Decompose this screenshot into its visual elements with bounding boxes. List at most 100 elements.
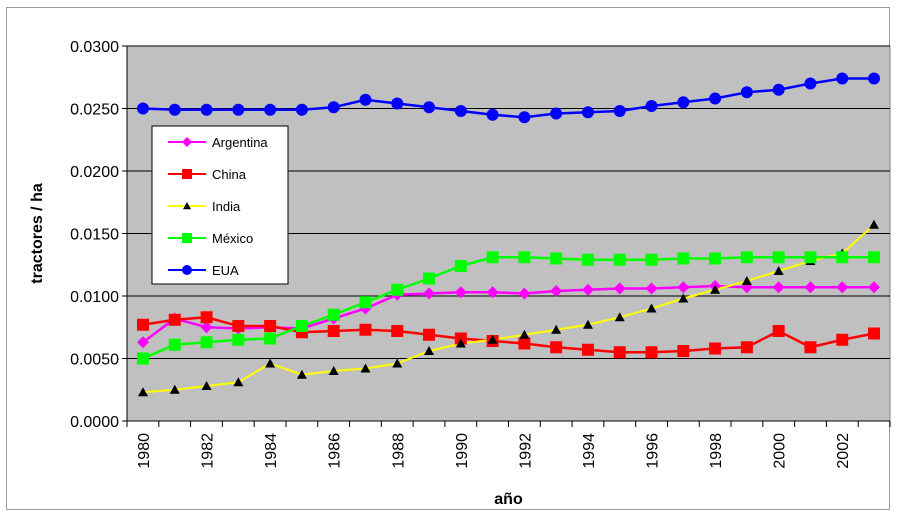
data-point [550,341,563,354]
legend-label: Argentina [212,135,268,150]
data-point [645,282,658,295]
data-point [391,283,404,296]
data-point [201,381,212,390]
data-point [182,169,192,179]
data-point [613,105,626,117]
data-point [327,101,340,114]
y-tick-label: 0.0050 [70,352,119,369]
y-tick-label: 0.0200 [70,164,119,181]
data-point [168,338,181,351]
data-point [613,253,626,266]
data-point [519,329,530,339]
data-point [836,72,849,85]
data-point [645,346,658,359]
data-point [359,93,372,106]
data-point [613,282,626,295]
x-axis-title: año [494,491,523,508]
data-point [486,251,499,264]
data-point [678,293,689,303]
x-tick-label: 1998 [708,433,725,469]
data-point [581,283,594,296]
data-point [454,286,467,299]
data-point [360,363,371,373]
data-point [232,320,245,332]
data-point [868,72,880,85]
data-point [327,325,340,337]
data-point [455,338,466,348]
data-point [868,281,880,294]
legend-label: India [212,199,241,214]
data-point [741,276,752,285]
x-tick-labels: 1980 1982 1984 1986 1988 1990 1992 1994 1996 1998… [136,433,852,469]
data-point [423,287,436,300]
data-point [487,334,498,344]
data-point [551,324,562,334]
data-point [518,287,531,300]
data-point [804,251,817,264]
data-point [423,272,436,285]
legend-label: China [212,167,247,182]
data-point [645,100,658,112]
x-tick-label: 1982 [200,433,217,469]
data-point [677,281,690,294]
data-point [645,253,658,266]
data-point [264,103,277,116]
data-point [486,108,499,121]
legend-label: México [212,231,253,246]
legend: Argentina China India México EUA [151,125,289,285]
legend-label: EUA [212,263,239,278]
data-point [391,325,404,337]
data-point [868,251,880,264]
data-point [709,92,722,105]
data-point [137,336,149,349]
data-point [646,303,657,313]
y-axis-title: tractores / ha [29,183,46,284]
x-tick-label: 1990 [454,433,471,469]
data-point [138,387,148,397]
data-point [265,358,276,368]
data-point [518,111,531,124]
data-point [677,252,690,265]
data-point [804,281,817,294]
data-point [836,333,849,346]
data-point [581,253,594,266]
series-line-india [142,224,875,394]
data-point [392,358,403,368]
data-point [740,251,753,264]
data-point [137,352,149,365]
x-tick-label: 1988 [390,433,407,469]
data-point [454,260,467,272]
x-tick-label: 2002 [835,433,852,469]
data-point [740,341,753,354]
data-point [772,83,785,96]
data-point [295,103,308,116]
series-markers [137,72,880,397]
data-point [869,219,879,229]
data-point [296,369,307,379]
data-point [836,281,849,294]
data-point [264,332,277,345]
data-point [295,320,308,332]
data-point [137,318,149,331]
data-point [868,327,880,340]
data-point [613,346,626,359]
y-tick-label: 0.0100 [70,289,119,306]
data-point [200,321,213,334]
data-point [168,103,181,116]
data-point [581,106,594,119]
data-point [233,377,244,387]
data-point [486,286,499,299]
y-tick-label: 0.0150 [70,227,119,244]
axes [122,45,891,427]
x-tick-label: 1984 [263,433,280,469]
data-point [232,103,245,116]
x-tick-label: 1992 [517,433,534,469]
data-point [232,333,245,346]
y-tick-label: 0.0300 [70,39,119,56]
data-point [836,251,849,264]
x-tick-label: 1986 [327,433,344,469]
data-point [772,281,785,294]
data-point [550,285,563,297]
data-point [264,320,277,332]
data-point [169,384,180,394]
